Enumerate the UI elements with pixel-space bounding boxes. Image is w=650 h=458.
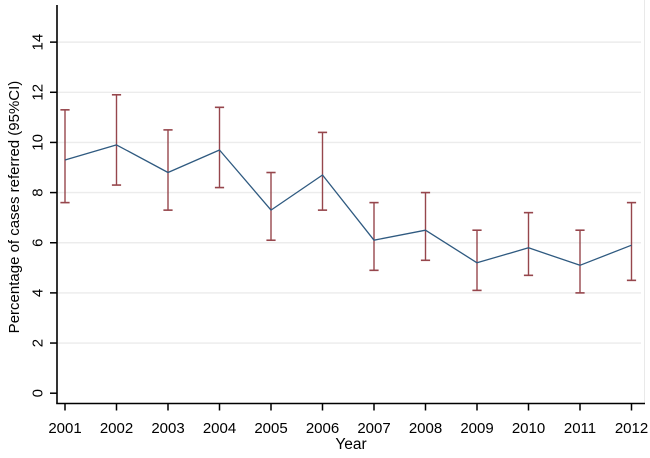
y-tick-label-2: 2 [30,339,47,347]
x-tick-label-2004: 2004 [203,420,236,437]
error-bar-2001 [60,109,70,204]
error-bar-2006 [317,131,328,211]
y-axis-title: Percentage of cases referred (95%CI) [6,80,23,334]
x-tick-label-2002: 2002 [100,420,133,437]
x-tick-label-2001: 2001 [48,420,81,437]
y-tick-label-8: 8 [30,188,47,196]
error-bar-2005 [266,171,276,242]
error-bar-2010 [523,211,534,277]
y-tick-label-10: 10 [30,134,47,151]
error-bar-2009 [472,229,482,292]
error-bar-2008 [420,191,431,262]
x-tick-label-2003: 2003 [151,420,184,437]
y-tick-label-6: 6 [30,239,47,247]
x-axis-title: Year [335,436,367,453]
error-bar-2011 [575,229,585,294]
trend-line [64,144,632,266]
x-tick-label-2009: 2009 [460,420,493,437]
error-bar-2007 [369,201,379,272]
x-tick-label-2008: 2008 [409,420,442,437]
y-tick-label-12: 12 [30,84,47,101]
error-bar-2003 [163,129,173,211]
y-tick-label-14: 14 [30,34,47,51]
error-bar-2004 [214,106,225,189]
x-tick-label-2007: 2007 [357,420,390,437]
error-bar-2012 [626,201,637,282]
x-tick-label-2012: 2012 [615,420,648,437]
x-tick-label-2010: 2010 [512,420,545,437]
y-tick-label-0: 0 [30,389,47,397]
x-tick-label-2005: 2005 [254,420,287,437]
x-tick-label-2011: 2011 [564,420,596,437]
x-tick-label-2006: 2006 [306,420,339,437]
error-bar-2002 [111,93,122,186]
y-tick-label-4: 4 [30,289,47,297]
